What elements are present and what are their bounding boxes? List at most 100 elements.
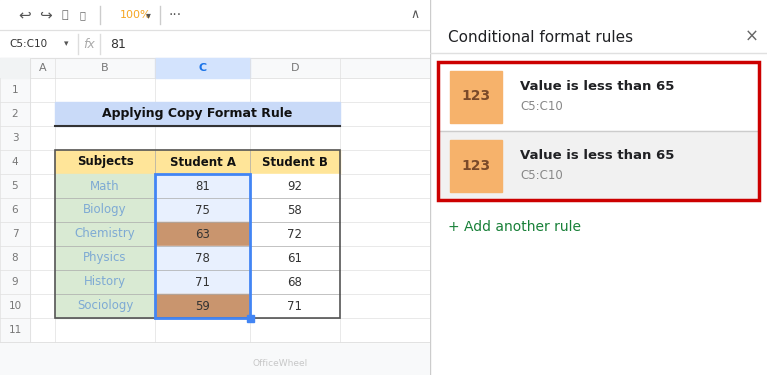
Text: 3: 3 [12, 133, 18, 143]
Text: 100%: 100% [120, 10, 152, 20]
Bar [0, 126, 30, 150]
Text: 71: 71 [195, 276, 210, 288]
Text: B: B [101, 63, 109, 73]
Bar [250, 246, 340, 270]
Text: 68: 68 [288, 276, 302, 288]
Bar [30, 246, 430, 270]
Text: 58: 58 [288, 204, 302, 216]
Text: Student B: Student B [262, 156, 328, 168]
Bar [155, 270, 250, 294]
Text: Math: Math [91, 180, 120, 192]
Bar [30, 126, 430, 150]
Bar [0, 174, 30, 198]
Bar [0, 318, 30, 342]
Bar [155, 246, 250, 270]
Text: fx: fx [83, 38, 95, 51]
Bar [155, 198, 250, 222]
Text: ×: × [745, 28, 759, 46]
Text: Chemistry: Chemistry [74, 228, 135, 240]
Text: 81: 81 [195, 180, 210, 192]
Text: ↪: ↪ [38, 8, 51, 22]
Text: History: History [84, 276, 126, 288]
Bar [55, 198, 155, 222]
Text: ⬛: ⬛ [79, 10, 85, 20]
Bar [250, 270, 340, 294]
Text: ▾: ▾ [64, 39, 68, 48]
Bar [0, 58, 430, 78]
Text: A: A [38, 63, 46, 73]
Bar [0, 102, 30, 126]
Bar [0, 246, 30, 270]
Bar [438, 62, 759, 200]
Text: Biology: Biology [83, 204, 127, 216]
Bar [250, 222, 340, 246]
Text: 6: 6 [12, 205, 18, 215]
Text: ⬜: ⬜ [61, 10, 68, 20]
Text: 61: 61 [288, 252, 302, 264]
Bar [30, 150, 430, 174]
Bar [155, 58, 250, 78]
Bar [55, 222, 155, 246]
Bar [155, 150, 250, 174]
Bar [155, 294, 250, 318]
Bar [250, 198, 340, 222]
Text: ↩: ↩ [18, 8, 31, 22]
Bar [246, 315, 254, 321]
Text: 11: 11 [8, 325, 21, 335]
Bar [30, 102, 430, 126]
Bar [438, 131, 759, 200]
Text: C5:C10: C5:C10 [9, 39, 47, 49]
Text: Applying Copy Format Rule: Applying Copy Format Rule [102, 108, 293, 120]
Text: ∧: ∧ [410, 9, 420, 21]
Text: Conditional format rules: Conditional format rules [448, 30, 633, 45]
Bar [250, 150, 340, 174]
Text: Value is less than 65: Value is less than 65 [520, 149, 674, 162]
Text: C5:C10: C5:C10 [520, 169, 563, 182]
Text: 7: 7 [12, 229, 18, 239]
Bar [0, 294, 30, 318]
Text: + Add another rule: + Add another rule [448, 220, 581, 234]
Text: OfficeWheel: OfficeWheel [252, 358, 308, 368]
Text: 71: 71 [288, 300, 302, 312]
Bar [30, 198, 430, 222]
Bar [55, 294, 155, 318]
Bar [438, 62, 759, 131]
Bar [30, 174, 430, 198]
Text: 5: 5 [12, 181, 18, 191]
Text: 10: 10 [8, 301, 21, 311]
Text: 78: 78 [195, 252, 210, 264]
Bar [0, 198, 30, 222]
Bar [0, 58, 30, 78]
Bar [0, 150, 30, 174]
Bar [55, 246, 155, 270]
Bar [30, 78, 430, 102]
Text: Value is less than 65: Value is less than 65 [520, 80, 674, 93]
Text: 1: 1 [12, 85, 18, 95]
Bar [450, 70, 502, 123]
Text: 8: 8 [12, 253, 18, 263]
Text: 9: 9 [12, 277, 18, 287]
Bar [0, 0, 430, 30]
Bar [450, 140, 502, 192]
Text: ▾: ▾ [146, 10, 150, 20]
Text: D: D [291, 63, 299, 73]
Text: 123: 123 [462, 159, 491, 172]
Bar [0, 222, 30, 246]
Text: Sociology: Sociology [77, 300, 133, 312]
Bar [0, 30, 430, 58]
Text: 81: 81 [110, 38, 126, 51]
Bar [55, 174, 155, 198]
Bar [30, 294, 430, 318]
Bar [155, 222, 250, 246]
Bar [250, 294, 340, 318]
Text: 2: 2 [12, 109, 18, 119]
Text: 92: 92 [288, 180, 302, 192]
Bar [30, 318, 430, 342]
Text: 63: 63 [195, 228, 210, 240]
Bar [30, 222, 430, 246]
Text: 123: 123 [462, 90, 491, 104]
Text: C: C [199, 63, 206, 73]
Bar [55, 150, 155, 174]
Bar [4, 34, 72, 54]
Bar [55, 102, 340, 126]
